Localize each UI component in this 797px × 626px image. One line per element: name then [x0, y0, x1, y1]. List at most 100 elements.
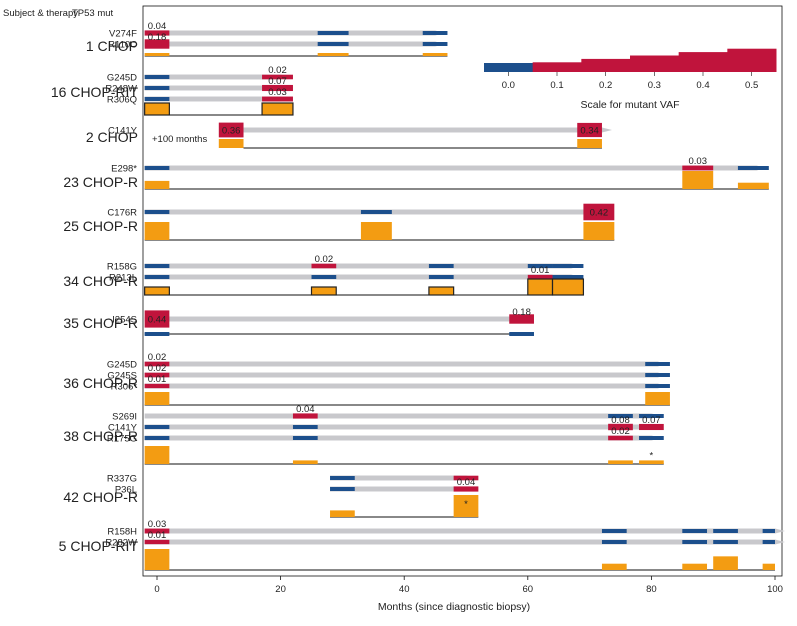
- sample-bar: [360, 222, 392, 240]
- vaf-label: 0.02: [315, 254, 334, 265]
- x-tick-label: 80: [646, 584, 657, 595]
- mark-layer: [144, 30, 777, 571]
- mutant-vaf-bar: [453, 475, 479, 481]
- patient-1-chop: [144, 30, 448, 57]
- sample-bar: [330, 510, 355, 517]
- sample-bar: [428, 286, 455, 296]
- sample-bar: [527, 278, 554, 296]
- sample-bar: [144, 53, 170, 56]
- timeline-track: [243, 127, 612, 133]
- timeline-track: [144, 424, 662, 430]
- wildtype-bar: [713, 540, 738, 544]
- sample-bar: [144, 102, 170, 116]
- wildtype-bar: [144, 425, 170, 429]
- legend-tick-label: 0.2: [599, 80, 612, 91]
- wildtype-bar: [428, 264, 454, 268]
- mutant-vaf-bar: [682, 165, 714, 171]
- sample-bar: [317, 53, 349, 56]
- header-subject: Subject & therapy: [3, 8, 78, 19]
- timeline-track: [144, 74, 291, 80]
- mutation-label-v274f: V274F: [109, 29, 137, 40]
- vaf-label: 0.02: [148, 352, 167, 363]
- patient-23-chop-r-title: 23 CHOP-R: [63, 174, 138, 190]
- vaf-label: 0.04: [296, 404, 315, 415]
- wildtype-bar: [762, 529, 775, 533]
- timeline-track: [330, 486, 476, 492]
- timeline-track: [144, 274, 582, 280]
- x-tick-label: 20: [275, 584, 286, 595]
- mutant-vaf-bar: [639, 423, 664, 431]
- patient-35-chop-r-title: 35 CHOP-R: [63, 315, 138, 331]
- vaf-label: 0.03: [689, 156, 708, 167]
- vaf-label: 0.18: [148, 32, 167, 43]
- mutation-label-g245d: G245D: [107, 73, 137, 84]
- sample-bar: [639, 460, 664, 464]
- mutation-label-r158g: R158G: [107, 262, 137, 273]
- patient-25-chop-r-title: 25 CHOP-R: [63, 218, 138, 234]
- wildtype-bar: [144, 166, 170, 170]
- patient-16-chop-rit-title: 16 CHOP-RIT: [51, 84, 139, 100]
- mutation-label-c176r: C176R: [107, 208, 137, 219]
- vaf-label: 0.03: [148, 519, 167, 530]
- wildtype-bar: [601, 540, 627, 544]
- x-tick-label: 60: [523, 584, 534, 595]
- patient-5-chop-rit: [144, 528, 775, 571]
- wildtype-bar: [682, 540, 708, 544]
- vaf-label: 0.42: [590, 208, 609, 219]
- patient-36-chop-r: [144, 361, 670, 406]
- wildtype-bar: [639, 436, 664, 440]
- legend-step: [581, 58, 631, 72]
- note-plus-100-months: +100 months: [152, 134, 207, 145]
- wildtype-bar: [552, 275, 584, 279]
- mutation-label-r337g: R337G: [107, 474, 137, 485]
- wildtype-bar: [292, 436, 318, 440]
- patient-38-chop-r: [144, 413, 664, 465]
- patient-2-chop: [218, 122, 602, 149]
- wildtype-bar: [422, 31, 448, 35]
- mutation-label-r213l: R213L: [109, 273, 137, 284]
- timeline-track: [144, 165, 767, 171]
- plot-frame: [142, 5, 783, 577]
- sample-star: *: [464, 499, 468, 510]
- mutant-vaf-bar: [144, 528, 170, 534]
- patient-38-chop-r-title: 38 CHOP-R: [63, 428, 138, 444]
- sample-bar: [682, 563, 708, 570]
- wildtype-bar: [527, 264, 553, 268]
- wildtype-bar: [144, 210, 170, 214]
- sample-bar: [144, 392, 170, 405]
- sample-bar: [422, 53, 448, 56]
- x-tick-label: 100: [767, 584, 783, 595]
- mutation-label-g245s: G245S: [107, 371, 137, 382]
- wildtype-bar: [330, 487, 355, 491]
- mutant-vaf-bar: [583, 203, 615, 221]
- wildtype-bar: [317, 42, 349, 46]
- mutation-label-e298: E298*: [111, 164, 137, 175]
- mutant-vaf-bar: [144, 361, 170, 367]
- sample-bar: [144, 222, 170, 240]
- mutant-vaf-bar: [144, 383, 170, 389]
- mutant-vaf-bar: [262, 84, 293, 92]
- x-tick-label: 40: [399, 584, 410, 595]
- wildtype-bar: [292, 425, 318, 429]
- header-mutation: TP53 mut: [72, 8, 114, 19]
- sample-bar: [144, 286, 170, 296]
- timeline-track: [330, 475, 476, 481]
- mutation-label-g245d: G245D: [107, 360, 137, 371]
- wildtype-bar: [422, 42, 448, 46]
- sample-bar: [645, 392, 670, 405]
- mutation-label-p36l: P36L: [115, 485, 137, 496]
- patient-5-chop-rit-title: 5 CHOP-RIT: [59, 538, 139, 554]
- timeline-track: [144, 435, 662, 441]
- mutation-label-i254s: I254S: [112, 315, 137, 326]
- timeline-track: [144, 96, 291, 102]
- wildtype-bar: [311, 275, 337, 279]
- vaf-label: 0.18: [512, 307, 531, 318]
- sample-bar: [144, 446, 170, 464]
- sample-bar: [261, 102, 294, 116]
- vaf-label: 0.01: [148, 530, 167, 541]
- timeline-track: [144, 30, 446, 36]
- sample-star: *: [650, 450, 654, 461]
- vaf-label: 0.34: [580, 126, 599, 137]
- wildtype-bar: [639, 414, 664, 418]
